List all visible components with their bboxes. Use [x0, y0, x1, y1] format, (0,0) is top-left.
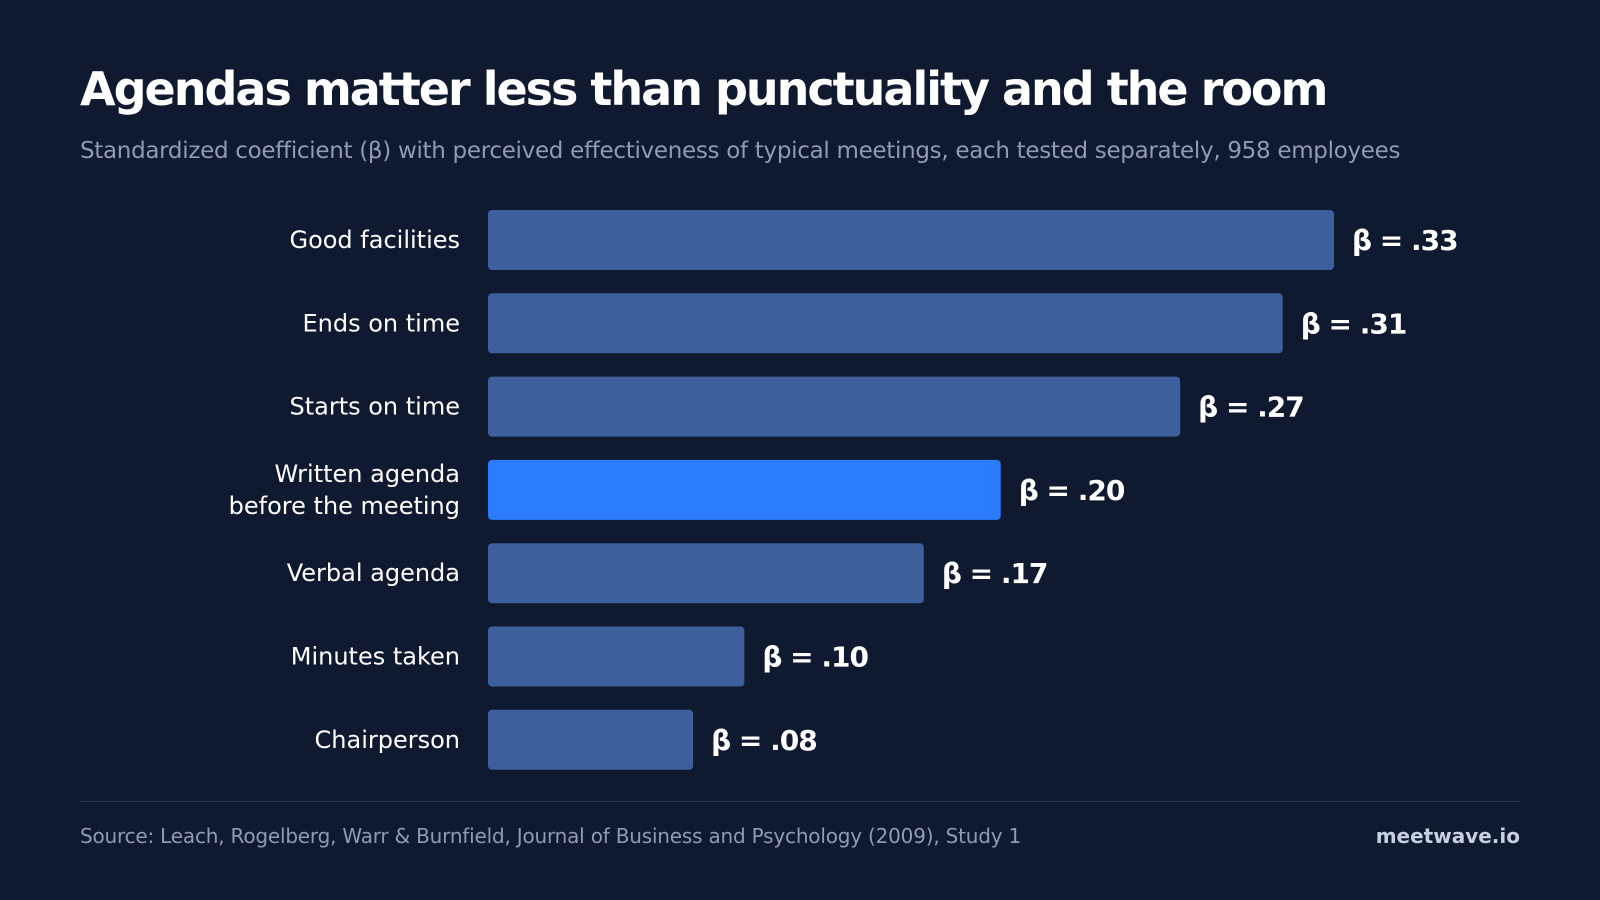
footer-divider: [80, 801, 1520, 802]
category-label: Chairperson: [315, 726, 460, 754]
value-label: β = .17: [942, 557, 1048, 590]
category-label: Minutes taken: [291, 643, 460, 671]
bar-4: [488, 543, 924, 604]
category-label: Verbal agenda: [287, 559, 460, 587]
bar-chart: Good facilities β = .33 Ends on time β = .3…: [229, 210, 1459, 770]
value-label: β = .27: [1198, 391, 1304, 424]
source-note: Source: Leach, Rogelberg, Warr & Burnfie…: [80, 824, 1022, 848]
bar-2: [488, 376, 1181, 437]
value-label: β = .33: [1352, 224, 1458, 257]
bar-6: [488, 709, 694, 770]
value-label: β = .08: [711, 724, 817, 757]
chart-title: Agendas matter less than punctuality and…: [80, 62, 1328, 116]
category-label: Ends on time: [303, 309, 461, 337]
bar-3: [488, 459, 1001, 520]
bar-5: [488, 626, 745, 687]
value-label: β = .20: [1019, 474, 1125, 507]
chart-subtitle: Standardized coefficient (β) with percei…: [80, 138, 1401, 164]
category-label: Good facilities: [289, 226, 460, 254]
bar-0: [488, 210, 1334, 270]
category-label: Starts on time: [289, 393, 460, 421]
value-label: β = .10: [762, 641, 868, 674]
bar-1: [488, 293, 1283, 354]
category-label: Written agenda before the meeting: [229, 460, 460, 520]
brand-logo: meetwave.io: [1375, 824, 1520, 848]
value-label: β = .31: [1301, 307, 1407, 340]
